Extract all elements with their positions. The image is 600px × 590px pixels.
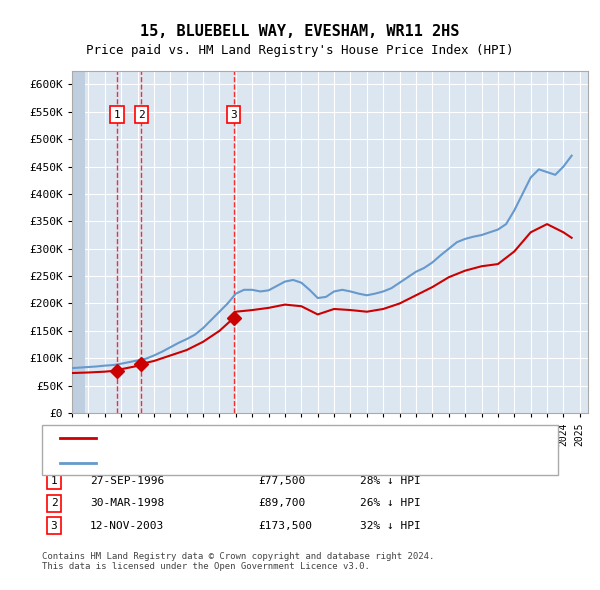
Text: 2: 2 xyxy=(138,110,145,120)
Text: 27-SEP-1996: 27-SEP-1996 xyxy=(90,476,164,486)
Text: 3: 3 xyxy=(230,110,237,120)
Text: 30-MAR-1998: 30-MAR-1998 xyxy=(90,499,164,508)
Text: 1: 1 xyxy=(113,110,120,120)
Bar xyxy=(72,71,85,413)
Text: 32% ↓ HPI: 32% ↓ HPI xyxy=(360,521,421,530)
Text: 26% ↓ HPI: 26% ↓ HPI xyxy=(360,499,421,508)
Text: HPI: Average price, detached house, Wychavon: HPI: Average price, detached house, Wych… xyxy=(105,458,380,468)
Text: 12-NOV-2003: 12-NOV-2003 xyxy=(90,521,164,530)
Text: Price paid vs. HM Land Registry's House Price Index (HPI): Price paid vs. HM Land Registry's House … xyxy=(86,44,514,57)
Text: £173,500: £173,500 xyxy=(258,521,312,530)
Text: 15, BLUEBELL WAY, EVESHAM, WR11 2HS (detached house): 15, BLUEBELL WAY, EVESHAM, WR11 2HS (det… xyxy=(105,434,430,443)
Text: 2: 2 xyxy=(50,499,58,508)
Text: £89,700: £89,700 xyxy=(258,499,305,508)
Text: 28% ↓ HPI: 28% ↓ HPI xyxy=(360,476,421,486)
Text: 3: 3 xyxy=(50,521,58,530)
Text: 15, BLUEBELL WAY, EVESHAM, WR11 2HS: 15, BLUEBELL WAY, EVESHAM, WR11 2HS xyxy=(140,24,460,38)
Text: Contains HM Land Registry data © Crown copyright and database right 2024.
This d: Contains HM Land Registry data © Crown c… xyxy=(42,552,434,571)
Text: £77,500: £77,500 xyxy=(258,476,305,486)
Text: 1: 1 xyxy=(50,476,58,486)
